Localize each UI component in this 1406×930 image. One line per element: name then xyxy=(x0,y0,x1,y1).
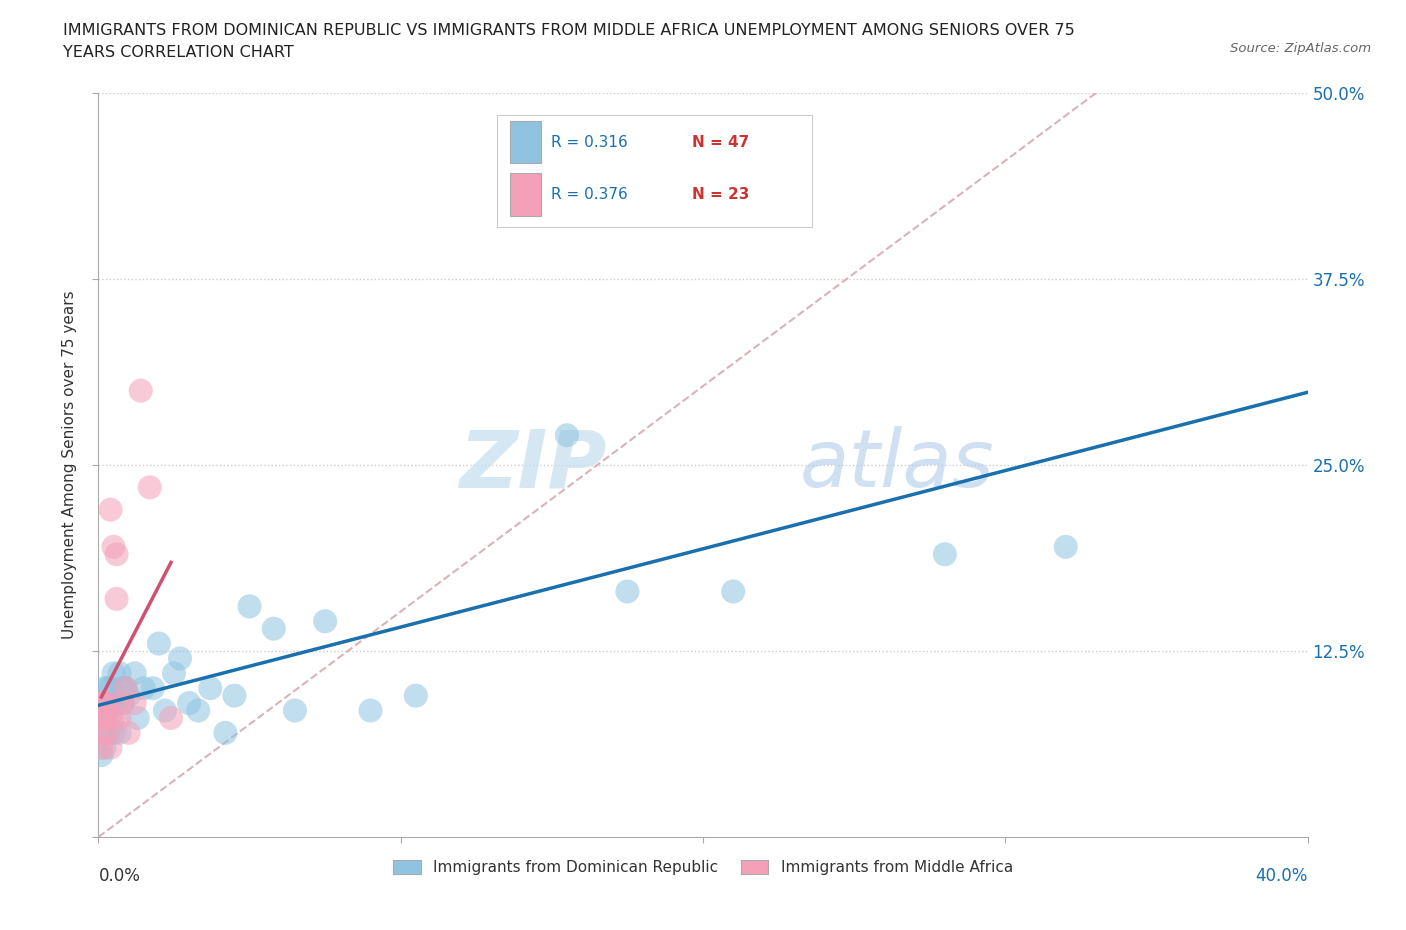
Text: atlas: atlas xyxy=(800,426,994,504)
Point xyxy=(284,703,307,718)
Point xyxy=(118,688,141,703)
Point xyxy=(90,711,112,725)
Point xyxy=(96,711,118,725)
Point xyxy=(93,711,115,725)
Point xyxy=(124,666,146,681)
Text: ZIP: ZIP xyxy=(458,426,606,504)
Point xyxy=(100,711,122,725)
Point xyxy=(934,547,956,562)
Point xyxy=(132,681,155,696)
Point xyxy=(103,711,125,725)
Point xyxy=(405,688,427,703)
Point xyxy=(96,696,118,711)
Point xyxy=(100,681,122,696)
Text: 40.0%: 40.0% xyxy=(1256,867,1308,884)
Point xyxy=(103,725,125,740)
Point xyxy=(129,383,152,398)
Point xyxy=(360,703,382,718)
Point xyxy=(96,725,118,740)
Point xyxy=(90,696,112,711)
Point xyxy=(90,740,112,755)
Point xyxy=(153,703,176,718)
Point xyxy=(103,666,125,681)
Point xyxy=(214,725,236,740)
Point xyxy=(1054,539,1077,554)
Point xyxy=(108,725,131,740)
Point xyxy=(90,711,112,725)
Point xyxy=(105,591,128,606)
Point xyxy=(200,681,222,696)
Point xyxy=(555,428,578,443)
Text: IMMIGRANTS FROM DOMINICAN REPUBLIC VS IMMIGRANTS FROM MIDDLE AFRICA UNEMPLOYMENT: IMMIGRANTS FROM DOMINICAN REPUBLIC VS IM… xyxy=(63,23,1076,38)
Point xyxy=(179,696,201,711)
Point xyxy=(723,584,745,599)
Point xyxy=(93,740,115,755)
Point xyxy=(163,666,186,681)
Text: Source: ZipAtlas.com: Source: ZipAtlas.com xyxy=(1230,42,1371,55)
Point xyxy=(169,651,191,666)
Point xyxy=(118,725,141,740)
Point xyxy=(93,725,115,740)
Point xyxy=(100,502,122,517)
Point xyxy=(111,696,134,711)
Point xyxy=(616,584,638,599)
Point xyxy=(100,740,122,755)
Point xyxy=(108,711,131,725)
Point xyxy=(90,725,112,740)
Point xyxy=(96,725,118,740)
Point xyxy=(105,547,128,562)
Point xyxy=(314,614,336,629)
Point xyxy=(148,636,170,651)
Point xyxy=(114,681,136,696)
Point xyxy=(114,681,136,696)
Legend: Immigrants from Dominican Republic, Immigrants from Middle Africa: Immigrants from Dominican Republic, Immi… xyxy=(387,854,1019,882)
Text: 0.0%: 0.0% xyxy=(98,867,141,884)
Point xyxy=(139,480,162,495)
Point xyxy=(108,666,131,681)
Point xyxy=(103,539,125,554)
Point xyxy=(93,696,115,711)
Point xyxy=(160,711,183,725)
Text: YEARS CORRELATION CHART: YEARS CORRELATION CHART xyxy=(63,45,294,60)
Point xyxy=(510,190,533,205)
Point xyxy=(103,696,125,711)
Point xyxy=(124,696,146,711)
Point xyxy=(187,703,209,718)
Point xyxy=(127,711,149,725)
Point xyxy=(96,681,118,696)
Point xyxy=(263,621,285,636)
Point xyxy=(93,681,115,696)
Point xyxy=(96,696,118,711)
Point xyxy=(142,681,165,696)
Y-axis label: Unemployment Among Seniors over 75 years: Unemployment Among Seniors over 75 years xyxy=(62,291,77,639)
Point xyxy=(111,696,134,711)
Point xyxy=(93,711,115,725)
Point xyxy=(90,748,112,763)
Point xyxy=(93,696,115,711)
Point xyxy=(111,681,134,696)
Point xyxy=(105,696,128,711)
Point xyxy=(224,688,246,703)
Point xyxy=(239,599,262,614)
